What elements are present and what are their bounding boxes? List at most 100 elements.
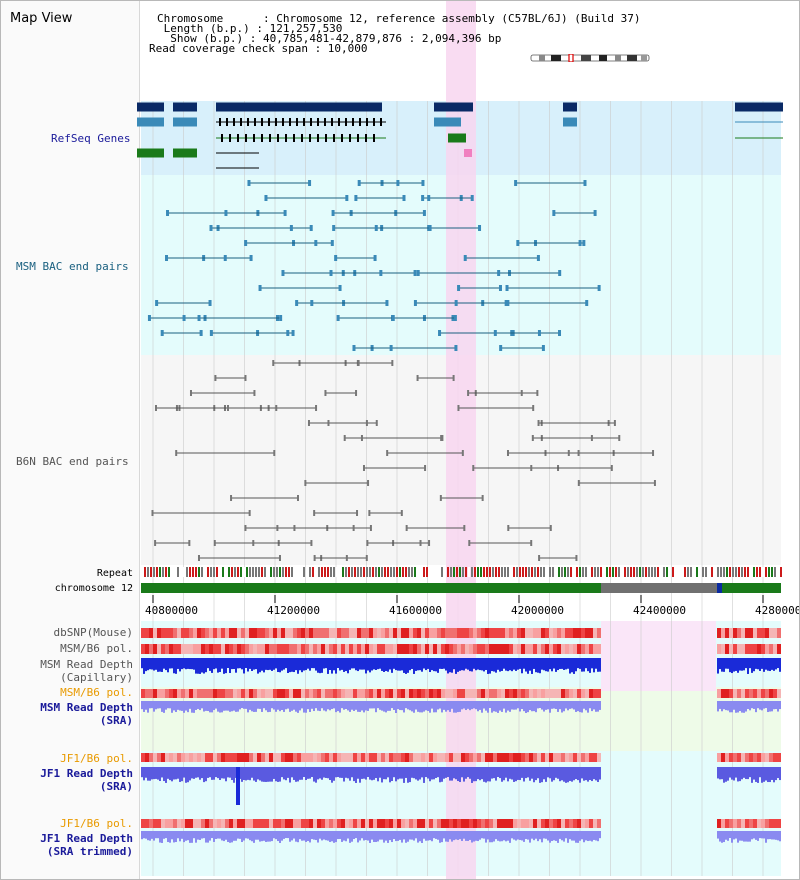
read-depth-bar <box>405 831 407 843</box>
heat-strip <box>725 689 729 698</box>
heat-strip <box>369 628 373 638</box>
b6n-bac-end <box>244 375 247 381</box>
read-depth-bar <box>493 767 495 779</box>
track-label-msm-depth-cap-1[interactable]: MSM Read Depth <box>40 658 133 671</box>
read-depth-bar <box>533 767 535 783</box>
track-label-msm-b6-pol-2[interactable]: MSM/B6 pol. <box>60 686 133 699</box>
heat-strip <box>149 644 153 654</box>
read-depth-bar <box>203 767 205 783</box>
msm-bac-end <box>209 225 213 231</box>
read-depth-bar <box>327 701 329 710</box>
read-depth-bar <box>325 767 327 778</box>
track-label-msm-b6-pol-1[interactable]: MSM/B6 pol. <box>60 642 133 655</box>
heat-strip <box>561 628 565 638</box>
msm-bac-end <box>504 300 508 306</box>
b6n-bac-end <box>365 555 368 561</box>
msm-bac-end <box>454 300 458 306</box>
read-depth-bar <box>391 658 393 673</box>
read-depth-bar <box>227 767 229 778</box>
heat-strip <box>565 628 569 638</box>
heat-strip <box>729 644 733 654</box>
msm-bac-end <box>493 330 497 336</box>
heat-strip <box>341 628 345 638</box>
read-depth-bar <box>251 701 253 712</box>
read-depth-bar <box>155 831 157 839</box>
header-length-line: Length (b.p.) : 121,257,530 <box>157 22 343 35</box>
read-depth-bar <box>233 767 235 783</box>
track-label-chromosome[interactable]: chromosome 12 <box>54 583 133 594</box>
track-label-jf1-depth-trim-1[interactable]: JF1 Read Depth <box>40 832 133 845</box>
heat-strip <box>185 689 189 698</box>
repeat-feature <box>768 567 770 577</box>
read-depth-bar <box>435 658 437 672</box>
heat-strip <box>161 689 165 698</box>
heat-strip <box>477 628 481 638</box>
heat-strip <box>221 753 225 762</box>
repeat-feature <box>324 567 326 577</box>
refseq-gene <box>464 149 472 157</box>
track-label-refseq[interactable]: RefSeq Genes <box>51 132 131 145</box>
read-depth-bar <box>767 831 769 840</box>
read-depth-bar <box>457 831 459 840</box>
track-label-jf1-b6-pol-2[interactable]: JF1/B6 pol. <box>60 817 133 830</box>
heat-strip <box>349 753 353 762</box>
read-depth-bar <box>431 831 433 842</box>
repeat-feature <box>645 567 647 577</box>
read-depth-bar <box>775 831 777 840</box>
track-label-msm-bac[interactable]: MSM BAC end pairs <box>16 260 129 273</box>
heat-strip <box>741 689 745 698</box>
read-depth-bar <box>483 831 485 839</box>
heat-strip <box>489 689 493 698</box>
read-depth-bar <box>725 767 727 782</box>
repeat-feature <box>300 567 302 577</box>
chromosome-ideogram[interactable] <box>529 54 651 62</box>
heat-strip <box>481 628 485 638</box>
track-label-jf1-depth-sra-1[interactable]: JF1 Read Depth <box>40 767 133 780</box>
read-depth-bar <box>339 658 341 671</box>
heat-strip <box>421 628 425 638</box>
read-depth-bar <box>281 658 283 671</box>
heat-strip <box>537 644 541 654</box>
track-label-b6n-bac[interactable]: B6N BAC end pairs <box>16 455 129 468</box>
repeat-feature <box>705 567 707 577</box>
read-depth-bar <box>765 767 767 781</box>
heat-strip <box>181 753 185 762</box>
repeat-feature <box>144 567 146 577</box>
read-depth-bar <box>311 831 313 840</box>
read-depth-bar <box>439 767 441 783</box>
repeat-feature <box>216 567 218 577</box>
read-depth-bar <box>565 767 567 783</box>
read-depth-bar <box>273 767 275 779</box>
heat-strip <box>141 628 145 638</box>
heat-strip <box>461 689 465 698</box>
read-depth-bar <box>739 767 741 782</box>
heat-strip <box>525 819 529 828</box>
refseq-gene <box>563 102 577 112</box>
read-depth-bar <box>595 658 597 669</box>
read-depth-bar <box>425 767 427 778</box>
heat-strip <box>357 628 361 638</box>
track-label-dbsnp[interactable]: dbSNP(Mouse) <box>53 626 133 639</box>
track-label-repeat[interactable]: Repeat <box>96 568 133 579</box>
heat-strip <box>525 628 529 638</box>
read-depth-bar <box>399 701 401 711</box>
read-depth-bar <box>569 701 571 709</box>
heat-strip <box>389 753 393 762</box>
track-label-msm-depth-sra-1[interactable]: MSM Read Depth <box>40 701 133 714</box>
read-depth-bar <box>553 767 555 781</box>
read-depth-bar <box>493 658 495 672</box>
repeat-feature <box>504 567 506 577</box>
read-depth-bar <box>169 658 171 669</box>
heat-strip <box>521 628 525 638</box>
read-depth-bar <box>221 767 223 779</box>
repeat-feature <box>141 567 143 577</box>
read-depth-bar <box>153 658 155 671</box>
heat-strip <box>321 644 325 654</box>
track-label-jf1-b6-pol-1[interactable]: JF1/B6 pol. <box>60 752 133 765</box>
heat-strip <box>565 689 569 698</box>
repeat-feature <box>363 567 365 577</box>
read-depth-bar <box>741 767 743 780</box>
heat-strip <box>733 819 737 828</box>
repeat-feature <box>474 567 476 577</box>
